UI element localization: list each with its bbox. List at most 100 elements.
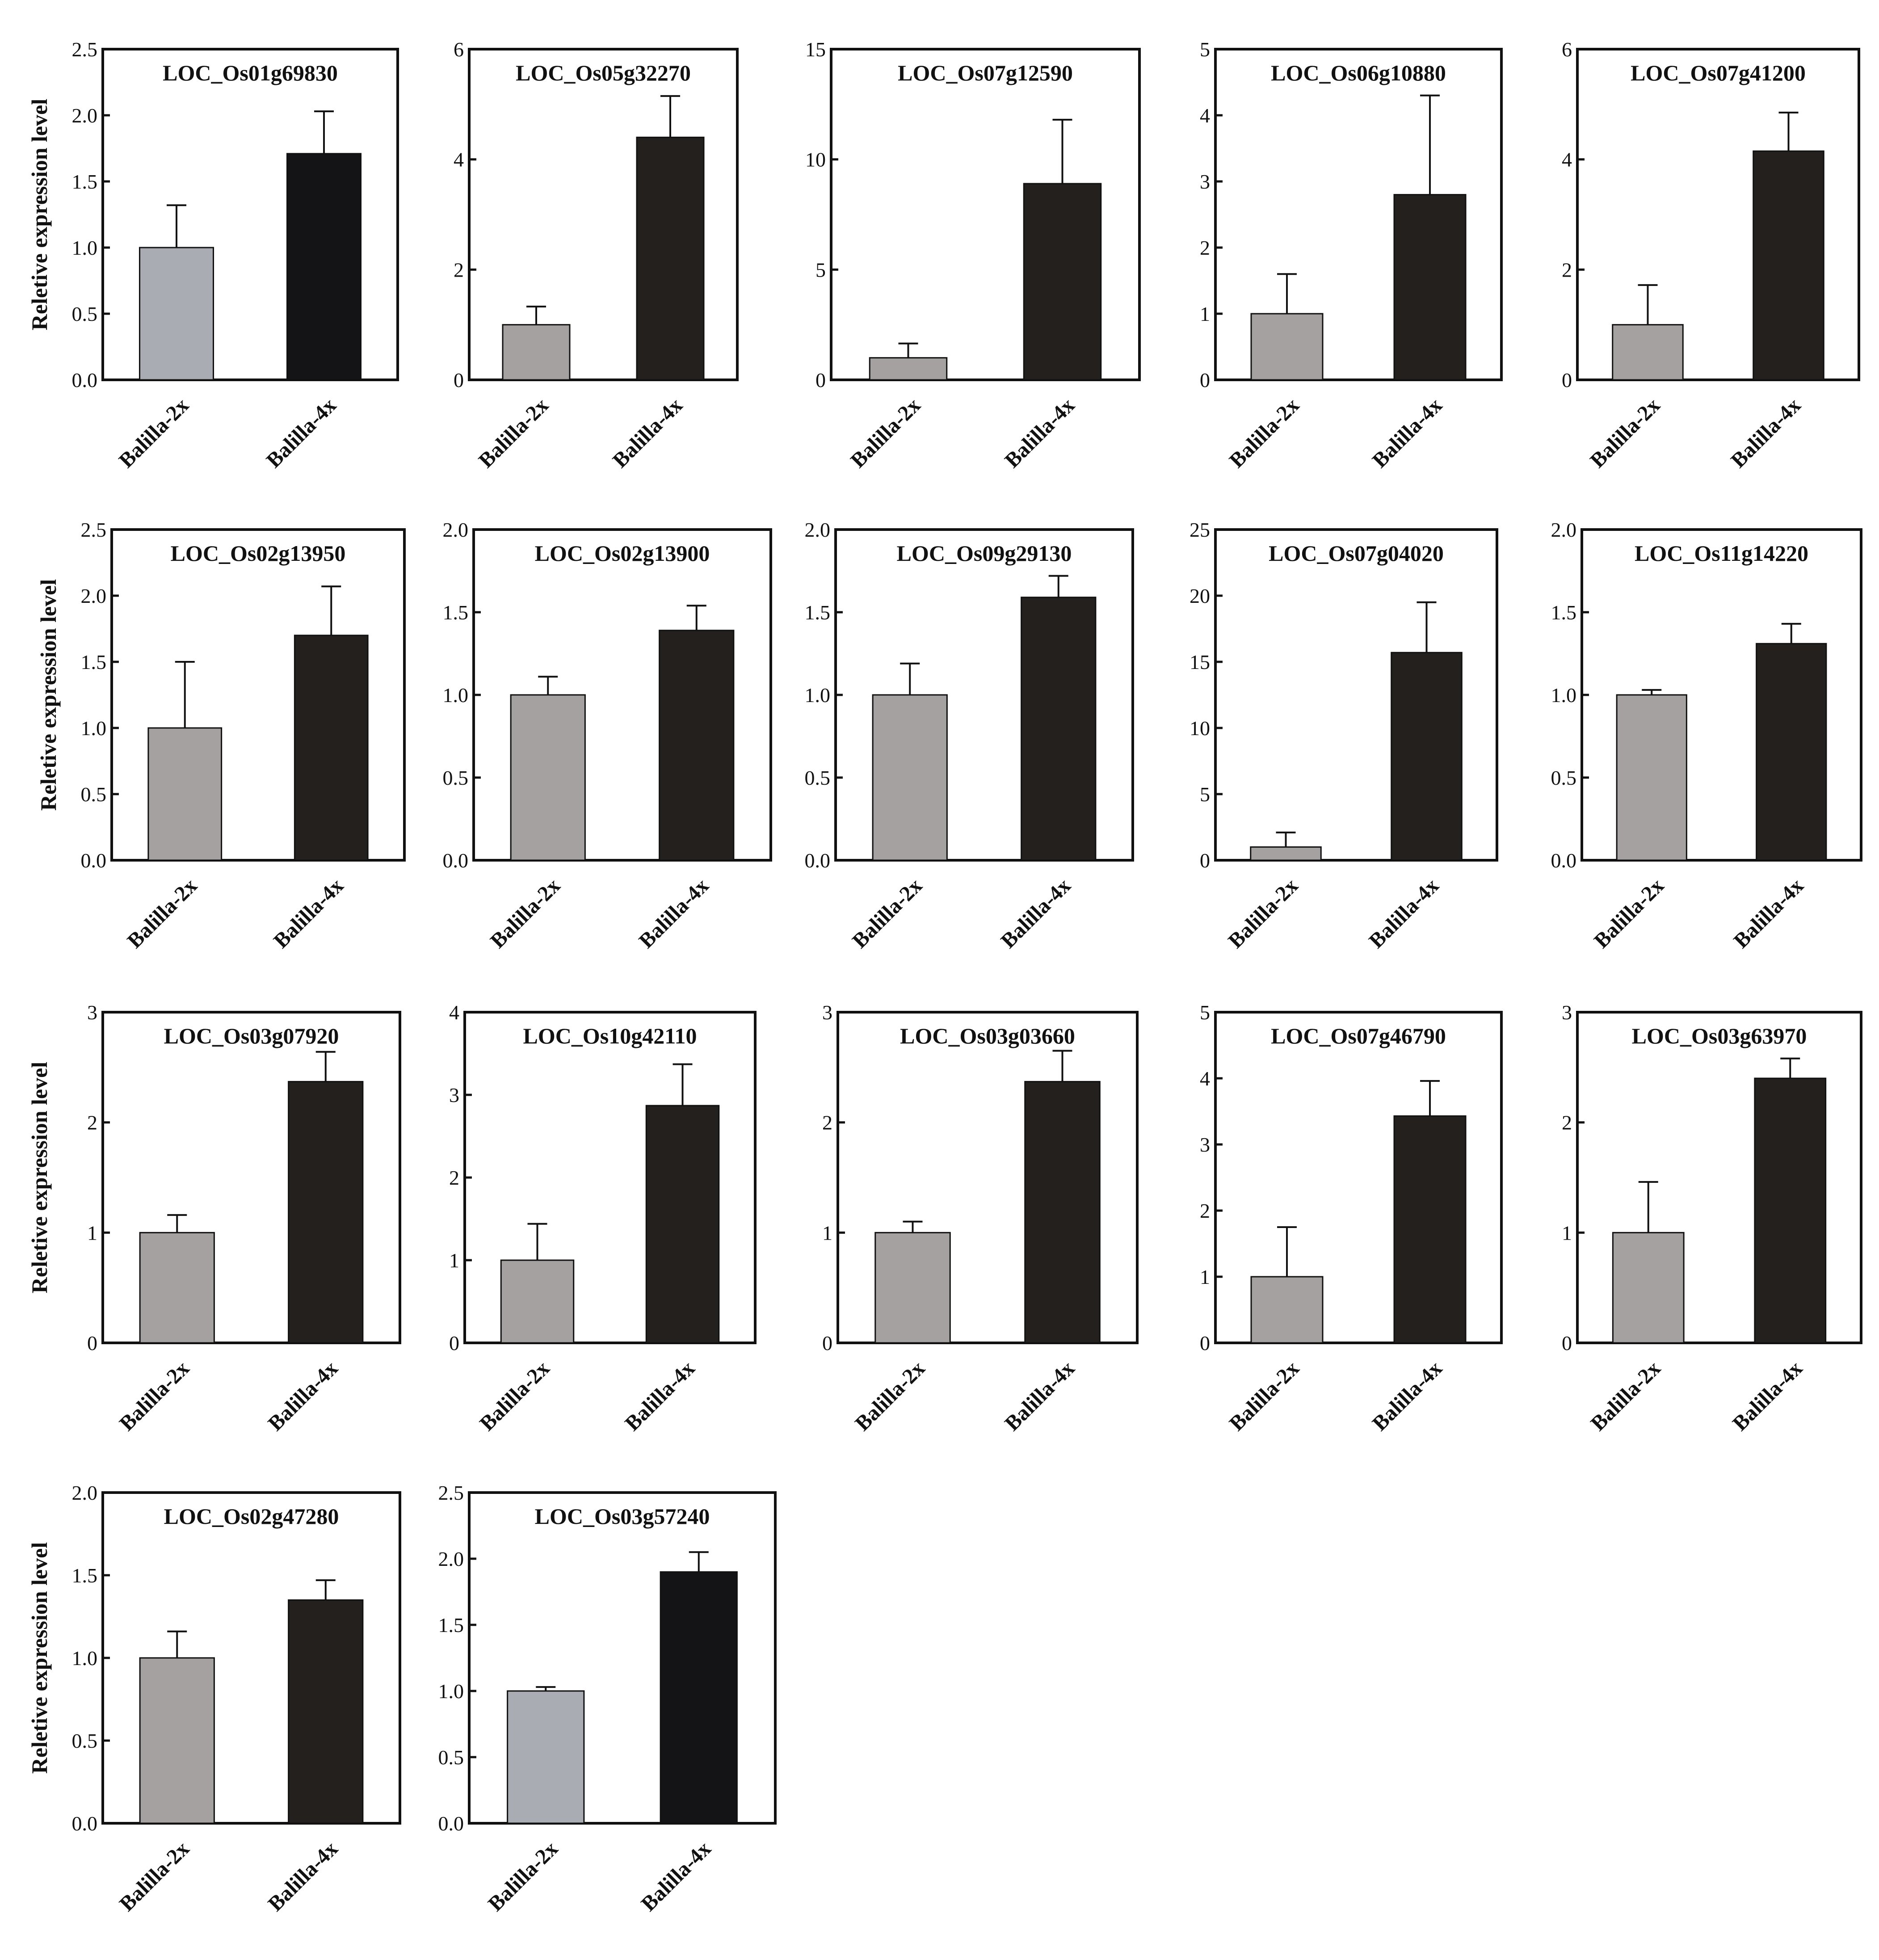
y-tick-label: 10: [805, 148, 826, 171]
y-tick-label: 1: [1562, 1221, 1572, 1244]
chart-title: LOC_Os03g07920: [164, 1023, 339, 1048]
x-category-label: Balilla-4x: [1729, 874, 1808, 953]
x-category-label: Balilla-4x: [1000, 1356, 1079, 1435]
chart-panel-1: 0.0 0.5 1.0 1.5 2.0 2.5 LOC_Os01g69830 Reletive…: [27, 38, 399, 472]
bar-balilla-4x: [1393, 1115, 1467, 1344]
x-category-label: Balilla-2x: [114, 393, 193, 472]
y-tick-label: 0: [87, 1332, 97, 1354]
x-category-label: Balilla-2x: [1225, 1356, 1304, 1435]
bar-balilla-2x: [510, 694, 586, 861]
y-tick-label: 0.5: [1551, 766, 1577, 789]
bar-balilla-2x: [139, 247, 214, 381]
y-axis-label: Reletive expression level: [27, 1062, 52, 1293]
y-tick-label: 3: [87, 1001, 97, 1024]
y-tick-label: 2: [449, 1166, 459, 1189]
bar-balilla-4x: [288, 1081, 364, 1344]
x-category-label: Balilla-4x: [608, 393, 687, 472]
y-axis-label: Reletive expression level: [36, 579, 61, 811]
y-tick-label: 0: [1562, 1332, 1572, 1354]
y-tick-label: 25: [1190, 518, 1210, 541]
y-tick-label: 2: [822, 1111, 832, 1134]
y-tick-label: 2: [87, 1111, 97, 1134]
y-tick-label: 1.5: [443, 601, 469, 624]
y-tick-label: 0.0: [81, 849, 107, 872]
x-category-label: Balilla-2x: [475, 1356, 554, 1435]
x-category-label: Balilla-2x: [1225, 393, 1304, 472]
bar-balilla-4x: [645, 1105, 720, 1344]
x-category-label: Balilla-2x: [486, 874, 565, 953]
chart-panel-8: 0.0 0.5 1.0 1.5 2.0 LOC_Os09g29130 Balilla-2x B…: [805, 518, 1134, 953]
y-tick-label: 0.0: [805, 849, 831, 872]
chart-title: LOC_Os02g13950: [171, 541, 346, 566]
bar-balilla-2x: [1616, 694, 1687, 861]
x-category-label: Balilla-2x: [850, 1356, 929, 1435]
chart-title: LOC_Os09g29130: [897, 541, 1072, 566]
y-tick-label: 3: [1200, 1133, 1210, 1156]
plot-frame: [1214, 1011, 1503, 1344]
y-tick-label: 6: [454, 38, 464, 61]
chart-panel-16: 0.0 0.5 1.0 1.5 2.0 LOC_Os02g47280 Reletive ex…: [27, 1481, 401, 1916]
plot-frame: [101, 1011, 401, 1344]
x-category-label: Balilla-4x: [637, 1837, 716, 1916]
y-tick-label: 0.5: [443, 766, 469, 789]
bar-balilla-4x: [1024, 1081, 1101, 1344]
y-tick-label: 0.0: [1551, 849, 1577, 872]
y-tick-label: 1.0: [805, 684, 831, 707]
y-tick-label: 2.0: [1551, 518, 1577, 541]
bar-balilla-4x: [1023, 183, 1102, 381]
y-tick-label: 15: [1190, 651, 1210, 673]
plot-frame: [1214, 528, 1498, 862]
chart-panel-11: 0 1 2 3 LOC_Os03g07920 Reletive expression le…: [27, 1001, 401, 1435]
y-tick-label: 2.0: [81, 585, 107, 607]
x-category-label: Balilla-2x: [1585, 393, 1665, 472]
y-tick-label: 4: [454, 148, 464, 171]
chart-title: LOC_Os05g32270: [516, 60, 691, 85]
y-tick-label: 1.5: [1551, 601, 1577, 624]
y-tick-label: 4: [1562, 148, 1572, 171]
y-tick-label: 0: [454, 369, 464, 391]
plot-frame: [110, 528, 406, 862]
y-tick-label: 0.0: [438, 1812, 464, 1835]
plot-frame: [1576, 1011, 1862, 1344]
bar-balilla-2x: [1250, 1276, 1324, 1344]
y-tick-label: 20: [1190, 585, 1210, 607]
bar-balilla-4x: [660, 1571, 738, 1824]
chart-title: LOC_Os03g57240: [535, 1504, 710, 1529]
chart-title: LOC_Os07g12590: [898, 60, 1073, 85]
plot-frame: [837, 1011, 1139, 1344]
y-tick-label: 2.0: [438, 1548, 464, 1570]
bar-balilla-2x: [507, 1690, 585, 1824]
y-tick-label: 3: [822, 1001, 832, 1024]
y-tick-label: 1.0: [72, 236, 98, 259]
y-tick-label: 0.5: [72, 303, 98, 325]
plot-frame: [1214, 48, 1503, 381]
x-category-label: Balilla-4x: [620, 1356, 699, 1435]
x-category-label: Balilla-2x: [115, 1356, 194, 1435]
x-category-label: Balilla-4x: [1000, 393, 1079, 472]
x-category-label: Balilla-4x: [1728, 1356, 1807, 1435]
y-tick-label: 5: [1200, 783, 1210, 806]
y-tick-label: 2: [454, 258, 464, 281]
chart-title: LOC_Os07g04020: [1269, 541, 1444, 566]
y-tick-label: 1: [87, 1221, 97, 1244]
bar-balilla-4x: [288, 1599, 364, 1824]
bar-balilla-2x: [502, 324, 571, 381]
chart-panel-10: 0.0 0.5 1.0 1.5 2.0 LOC_Os11g14220 Balilla-2x B…: [1551, 518, 1862, 953]
y-tick-label: 1.0: [443, 684, 469, 707]
y-tick-label: 6: [1562, 38, 1572, 61]
bar-balilla-4x: [1021, 597, 1097, 861]
bar-balilla-4x: [636, 136, 705, 381]
chart-panel-17: 0.0 0.5 1.0 1.5 2.0 2.5 LOC_Os03g57240 Balilla-…: [438, 1481, 777, 1916]
y-tick-label: 0: [815, 369, 826, 391]
y-tick-label: 0: [822, 1332, 832, 1354]
chart-panel-4: 0 1 2 3 4 5 LOC_Os06g10880 Balilla-2x Balilla-4x: [1200, 38, 1503, 472]
bar-balilla-2x: [139, 1232, 215, 1344]
chart-panel-14: 0 1 2 3 4 5 LOC_Os07g46790 Balilla-2x Balilla-4x: [1200, 1001, 1503, 1435]
x-category-label: Balilla-2x: [115, 1837, 194, 1916]
chart-panel-2: 0 2 4 6 LOC_Os05g32270 Balilla-2x Balilla-4x: [454, 38, 739, 472]
x-category-label: Balilla-4x: [264, 1837, 343, 1916]
chart-title: LOC_Os03g03660: [900, 1023, 1075, 1048]
y-tick-label: 1: [1200, 303, 1210, 325]
plot-frame: [468, 1491, 777, 1825]
